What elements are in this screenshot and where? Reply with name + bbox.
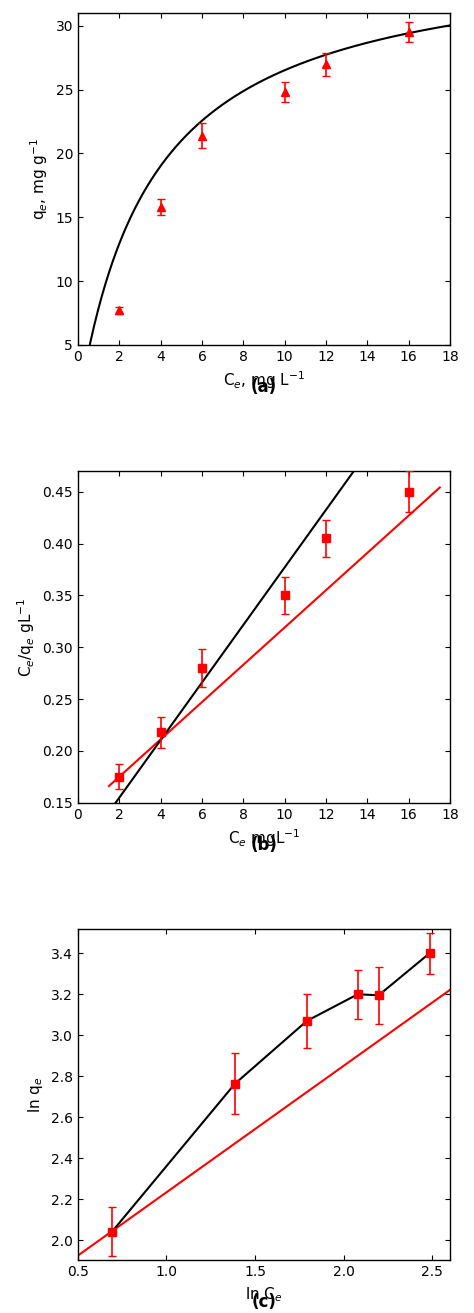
Text: (c): (c) <box>252 1293 276 1312</box>
Y-axis label: C$_{e}$/q$_{e}$ gL$^{-1}$: C$_{e}$/q$_{e}$ gL$^{-1}$ <box>15 597 36 676</box>
Y-axis label: ln q$_{e}$: ln q$_{e}$ <box>27 1077 46 1113</box>
X-axis label: C$_{e}$ mgL$^{-1}$: C$_{e}$ mgL$^{-1}$ <box>228 827 300 848</box>
Text: (b): (b) <box>251 835 277 853</box>
Text: (a): (a) <box>251 378 277 395</box>
X-axis label: C$_{e}$, mg L$^{-1}$: C$_{e}$, mg L$^{-1}$ <box>223 369 305 391</box>
Y-axis label: q$_{e}$, mg g$^{-1}$: q$_{e}$, mg g$^{-1}$ <box>28 138 50 221</box>
X-axis label: ln C$_{e}$: ln C$_{e}$ <box>245 1285 283 1304</box>
